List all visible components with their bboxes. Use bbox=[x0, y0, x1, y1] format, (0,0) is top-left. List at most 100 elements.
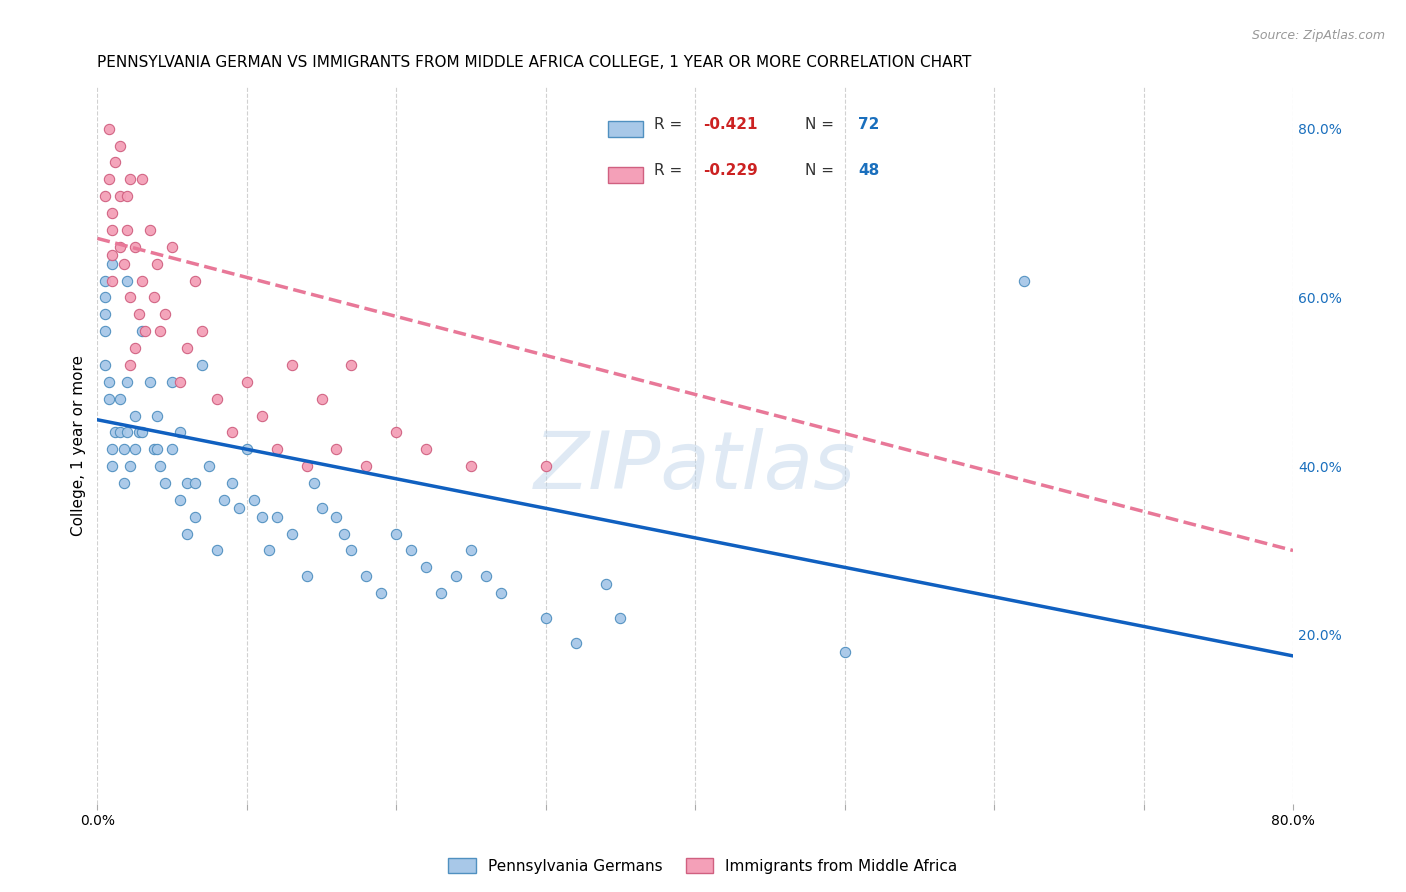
Point bbox=[176, 475, 198, 490]
Point bbox=[153, 307, 176, 321]
Point bbox=[131, 172, 153, 186]
Point bbox=[325, 442, 347, 457]
Point bbox=[94, 274, 117, 288]
Point bbox=[94, 307, 117, 321]
Point bbox=[138, 223, 160, 237]
Point bbox=[430, 585, 453, 599]
Point bbox=[356, 459, 378, 474]
Point bbox=[98, 172, 121, 186]
Point bbox=[295, 569, 318, 583]
Point bbox=[564, 636, 586, 650]
Point bbox=[101, 442, 124, 457]
Point bbox=[221, 425, 243, 440]
Point bbox=[101, 257, 124, 271]
Point bbox=[128, 307, 150, 321]
Text: PENNSYLVANIA GERMAN VS IMMIGRANTS FROM MIDDLE AFRICA COLLEGE, 1 YEAR OR MORE COR: PENNSYLVANIA GERMAN VS IMMIGRANTS FROM M… bbox=[97, 55, 972, 70]
Point bbox=[98, 121, 121, 136]
Point bbox=[176, 526, 198, 541]
Point bbox=[101, 459, 124, 474]
Point bbox=[101, 223, 124, 237]
Point bbox=[444, 569, 467, 583]
Point bbox=[191, 358, 214, 372]
Point bbox=[169, 375, 191, 389]
Point bbox=[94, 290, 117, 304]
Point bbox=[117, 425, 139, 440]
Point bbox=[112, 257, 135, 271]
Point bbox=[117, 189, 139, 203]
Point bbox=[385, 526, 408, 541]
Point bbox=[415, 442, 437, 457]
Point bbox=[228, 501, 250, 516]
Point bbox=[205, 392, 228, 406]
Point bbox=[117, 274, 139, 288]
Text: ZIPatlas: ZIPatlas bbox=[534, 427, 856, 506]
Point bbox=[101, 248, 124, 262]
Point bbox=[370, 585, 392, 599]
Point bbox=[124, 240, 146, 254]
Point bbox=[340, 543, 363, 558]
Point bbox=[153, 475, 176, 490]
Point bbox=[117, 223, 139, 237]
Point bbox=[250, 409, 273, 423]
Point bbox=[214, 492, 236, 507]
Point bbox=[302, 475, 325, 490]
Point bbox=[160, 442, 183, 457]
Point bbox=[609, 611, 631, 625]
Point bbox=[460, 543, 482, 558]
Point bbox=[295, 459, 318, 474]
Point bbox=[120, 290, 142, 304]
Point bbox=[94, 324, 117, 338]
Point bbox=[134, 324, 156, 338]
Point bbox=[108, 425, 131, 440]
Point bbox=[146, 257, 169, 271]
Point bbox=[128, 425, 150, 440]
Point bbox=[131, 425, 153, 440]
Point bbox=[101, 274, 124, 288]
Point bbox=[131, 324, 153, 338]
Point bbox=[325, 509, 347, 524]
Point bbox=[108, 240, 131, 254]
Point bbox=[120, 358, 142, 372]
Point bbox=[124, 409, 146, 423]
Point bbox=[108, 138, 131, 153]
Point bbox=[112, 442, 135, 457]
Point bbox=[108, 189, 131, 203]
Point bbox=[104, 425, 127, 440]
Point bbox=[183, 274, 205, 288]
Point bbox=[311, 501, 333, 516]
Point bbox=[595, 577, 617, 591]
Point bbox=[250, 509, 273, 524]
Point bbox=[460, 459, 482, 474]
Point bbox=[94, 189, 117, 203]
Point bbox=[534, 459, 557, 474]
Point bbox=[143, 442, 166, 457]
Point bbox=[243, 492, 266, 507]
Point bbox=[489, 585, 512, 599]
Point bbox=[534, 611, 557, 625]
Point bbox=[138, 375, 160, 389]
Y-axis label: College, 1 year or more: College, 1 year or more bbox=[72, 354, 86, 535]
Point bbox=[146, 442, 169, 457]
Point bbox=[183, 509, 205, 524]
Point bbox=[280, 358, 302, 372]
Point bbox=[120, 459, 142, 474]
Point bbox=[415, 560, 437, 574]
Point bbox=[108, 392, 131, 406]
Legend: Pennsylvania Germans, Immigrants from Middle Africa: Pennsylvania Germans, Immigrants from Mi… bbox=[443, 852, 963, 880]
Point bbox=[1012, 274, 1035, 288]
Point bbox=[198, 459, 221, 474]
Point bbox=[120, 172, 142, 186]
Point bbox=[124, 442, 146, 457]
Point bbox=[176, 341, 198, 355]
Point bbox=[94, 358, 117, 372]
Point bbox=[257, 543, 280, 558]
Point bbox=[475, 569, 498, 583]
Point bbox=[311, 392, 333, 406]
Point bbox=[143, 290, 166, 304]
Point bbox=[131, 274, 153, 288]
Point bbox=[385, 425, 408, 440]
Point bbox=[280, 526, 302, 541]
Point bbox=[221, 475, 243, 490]
Point bbox=[124, 341, 146, 355]
Point bbox=[236, 375, 259, 389]
